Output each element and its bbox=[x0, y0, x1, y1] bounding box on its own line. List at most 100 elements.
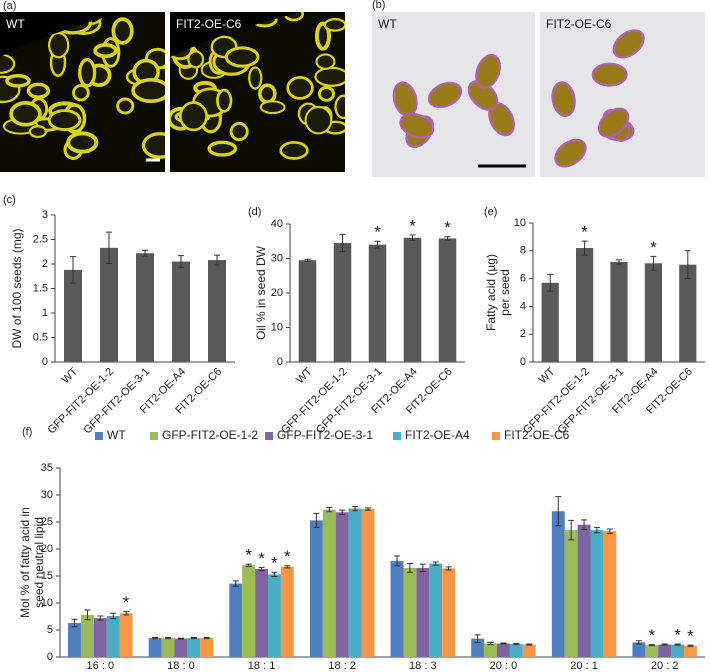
seed bbox=[554, 138, 587, 168]
micrograph bbox=[0, 12, 165, 172]
bar bbox=[93, 618, 107, 657]
error-bar bbox=[364, 507, 371, 511]
error-bar bbox=[142, 249, 148, 257]
error-bar bbox=[84, 609, 91, 621]
legend-label: GFP-FIT2-OE-3-1 bbox=[277, 428, 373, 442]
bar bbox=[242, 565, 256, 657]
y-tick-label: 10 bbox=[41, 597, 53, 609]
bar bbox=[64, 269, 82, 362]
legend-swatch bbox=[150, 432, 158, 440]
error-bar bbox=[190, 637, 197, 640]
error-bar bbox=[214, 254, 220, 266]
bar bbox=[309, 520, 323, 657]
error-bar bbox=[284, 565, 291, 569]
bar bbox=[522, 644, 536, 657]
bar bbox=[68, 622, 81, 657]
bar bbox=[671, 644, 685, 657]
y-tick-label: 10 bbox=[271, 321, 283, 333]
cell bbox=[317, 85, 335, 102]
bar bbox=[658, 644, 672, 657]
error-bar bbox=[444, 236, 451, 241]
y-tick-label: 0 bbox=[277, 356, 283, 368]
y-tick-label: 0.5 bbox=[33, 331, 48, 343]
error-bar bbox=[409, 234, 416, 242]
dark-corner bbox=[170, 12, 302, 57]
legend-label: FIT2-OE-C6 bbox=[504, 428, 570, 442]
cell bbox=[187, 50, 205, 69]
y-tick-label: 0 bbox=[520, 356, 526, 368]
seed bbox=[427, 81, 463, 109]
error-bar bbox=[406, 563, 413, 573]
y-tick-label: 35 bbox=[41, 462, 53, 474]
significance-mark: * bbox=[674, 626, 681, 645]
panel-label: (d) bbox=[248, 206, 261, 218]
bar bbox=[442, 568, 456, 657]
bar bbox=[403, 567, 417, 657]
image-label: FIT2-OE-C6 bbox=[176, 17, 242, 31]
bar bbox=[106, 615, 120, 657]
significance-mark: * bbox=[374, 223, 381, 242]
seed bbox=[551, 81, 576, 118]
cell bbox=[286, 76, 314, 100]
bar bbox=[403, 237, 422, 362]
panel-label: (b) bbox=[372, 0, 385, 11]
y-tick-label: 3 bbox=[42, 209, 48, 221]
error-bar bbox=[70, 256, 76, 284]
cell bbox=[216, 88, 233, 113]
y-axis-title: DW of 100 seeds (mg) bbox=[10, 228, 24, 348]
significance-mark: * bbox=[444, 218, 451, 237]
bar bbox=[577, 524, 591, 657]
error-bar bbox=[232, 580, 239, 587]
x-tick-label: GFP-FIT2-OE-1-2 bbox=[45, 366, 116, 437]
x-tick-label: 20 : 2 bbox=[651, 660, 679, 672]
legend-swatch bbox=[492, 432, 500, 440]
y-tick-label: 0 bbox=[42, 356, 48, 368]
cell bbox=[314, 66, 345, 87]
error-bar bbox=[650, 255, 657, 271]
significance-mark: * bbox=[650, 238, 657, 257]
bar bbox=[590, 530, 604, 657]
error-bar bbox=[687, 644, 694, 647]
x-tick-label: 20 : 1 bbox=[570, 660, 598, 672]
bar bbox=[416, 567, 430, 657]
y-tick-label: 6 bbox=[520, 273, 526, 285]
y-tick-label: 8 bbox=[520, 245, 526, 257]
error-bar bbox=[513, 643, 520, 646]
error-bar bbox=[271, 571, 278, 578]
error-bar bbox=[568, 519, 575, 541]
x-tick-label: GFP-FIT2-OE-3-1 bbox=[81, 366, 152, 437]
cell bbox=[0, 53, 16, 74]
y-tick-label: 20 bbox=[271, 287, 283, 299]
error-bar bbox=[547, 273, 554, 292]
bar bbox=[438, 238, 457, 362]
y-tick-label: 2 bbox=[520, 328, 526, 340]
error-bar bbox=[165, 637, 172, 640]
error-bar bbox=[593, 526, 600, 534]
error-bar bbox=[555, 496, 562, 527]
y-tick-label: 10 bbox=[514, 217, 526, 229]
cell bbox=[141, 132, 165, 159]
panel-label: (e) bbox=[484, 206, 497, 218]
cell bbox=[224, 46, 260, 68]
cell bbox=[47, 31, 70, 59]
panel-label: (a) bbox=[3, 0, 16, 12]
cell bbox=[93, 43, 118, 59]
error-bar bbox=[123, 611, 130, 616]
error-bar bbox=[432, 561, 439, 566]
bar bbox=[335, 512, 349, 657]
bar bbox=[644, 263, 662, 362]
cell bbox=[66, 131, 99, 154]
cell bbox=[248, 66, 263, 90]
bar bbox=[496, 643, 510, 657]
bar bbox=[576, 248, 594, 362]
legend-label: GFP-FIT2-OE-1-2 bbox=[162, 428, 258, 442]
y-tick-label: 2.5 bbox=[33, 233, 48, 245]
x-tick-label: 20 : 0 bbox=[490, 660, 518, 672]
error-bar bbox=[106, 231, 112, 265]
error-bar bbox=[394, 555, 401, 567]
y-axis-title: Fatty acid (µg) bbox=[484, 254, 498, 331]
bar bbox=[541, 282, 559, 362]
y-axis-title: Mol % of fatty acid in bbox=[18, 507, 32, 618]
seed bbox=[399, 112, 435, 139]
